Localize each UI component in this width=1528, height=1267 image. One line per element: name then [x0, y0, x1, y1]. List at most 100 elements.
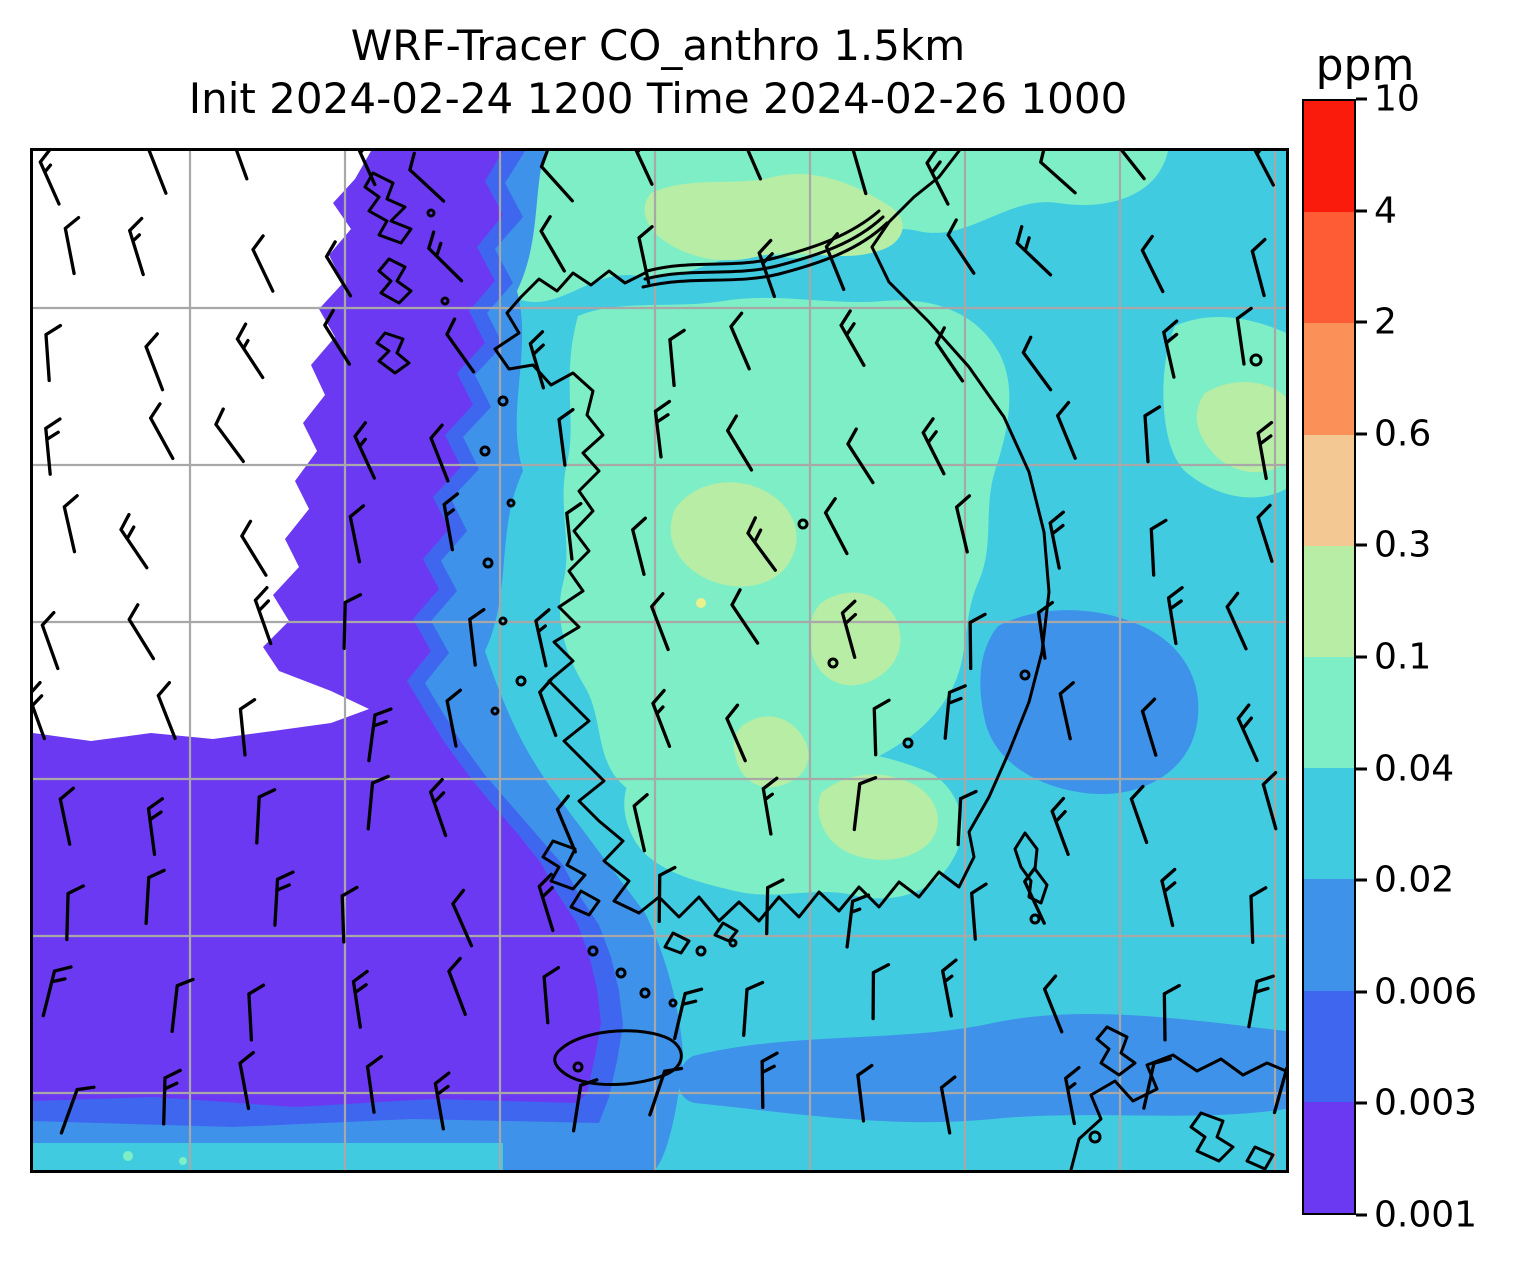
wind-barb [637, 225, 654, 285]
colorbar-tick-mark [1356, 1101, 1367, 1105]
colorbar [1302, 99, 1356, 1215]
wind-barb [33, 680, 46, 741]
wind-barb [668, 328, 686, 388]
wind-barb [1250, 237, 1267, 298]
island-nk-west-2 [377, 257, 413, 305]
wind-barb [851, 151, 868, 196]
wind-barb [353, 421, 376, 480]
island-dot [506, 498, 516, 508]
island-dot [827, 657, 839, 669]
wind-barb [941, 958, 958, 1018]
wind-barb [468, 607, 486, 667]
wind-barb [351, 969, 369, 1029]
island-dot [497, 395, 509, 407]
wind-barb [673, 987, 704, 1041]
wind-barb [970, 882, 988, 941]
wind-barb [323, 308, 352, 366]
wind-barb [539, 215, 566, 273]
fill-lightblue-bottom-band [678, 1013, 1286, 1123]
wind-barb [1056, 400, 1077, 460]
wind-barb [229, 151, 249, 181]
chart-title: WRF-Tracer CO_anthro 1.5km Init 2024-02-… [0, 20, 1316, 125]
wind-barb [939, 1075, 957, 1135]
wind-barb [44, 417, 62, 476]
border-line-2 [643, 215, 885, 281]
wind-barb [1162, 983, 1181, 1042]
wind-barb [1249, 886, 1268, 944]
colorbar-segment-3 [1304, 434, 1354, 546]
colorbar-tick-mark [1356, 1213, 1367, 1217]
wind-barb [651, 688, 672, 748]
wind-barb [148, 402, 175, 461]
wind-barb [1039, 151, 1077, 195]
fill-green-right-edge [1196, 381, 1286, 473]
wind-barb [1058, 681, 1075, 741]
colorbar-segment-5 [1304, 657, 1354, 769]
wind-barb [648, 1066, 684, 1117]
wind-barb [1162, 319, 1179, 379]
wind-barb [921, 417, 946, 476]
wind-barb [956, 789, 978, 847]
fill-aqua-speck-2 [179, 1157, 187, 1165]
wind-barb [340, 885, 359, 944]
wind-barb [240, 519, 268, 577]
wind-barb [1235, 306, 1253, 366]
colorbar-tick-mark [1356, 655, 1367, 659]
island-dot [1019, 669, 1031, 681]
colorbar-tick-label: 0.6 [1374, 413, 1432, 455]
colorbar-segment-1 [1304, 212, 1354, 324]
wind-barb [725, 703, 747, 763]
wind-barb [427, 230, 464, 283]
island-dot [572, 1061, 584, 1073]
colorbar-tick-mark [1356, 97, 1367, 101]
island-dot [440, 296, 450, 306]
wind-barb [528, 330, 546, 390]
wind-barb [746, 516, 777, 572]
island-dot [639, 987, 651, 999]
colorbar-segment-4 [1304, 545, 1354, 658]
wind-barb [447, 956, 467, 1016]
island-dot [1029, 913, 1041, 925]
wind-barb [144, 332, 165, 392]
wind-barb [1160, 867, 1177, 928]
island-sw-2 [569, 889, 601, 917]
co-concentration-map [33, 151, 1286, 1170]
island-dot [1249, 353, 1263, 367]
wind-barb [757, 238, 777, 299]
wind-barb [156, 680, 177, 741]
wind-barb [846, 427, 875, 485]
wind-barb [119, 512, 149, 570]
colorbar-tick-mark [1356, 209, 1367, 213]
wind-barb [946, 218, 976, 275]
wind-barb [41, 965, 73, 1018]
wind-barb [871, 963, 891, 1021]
colorbar-segment-0 [1304, 101, 1354, 213]
island-dot [479, 445, 491, 457]
colorbar-tick-label: 0.001 [1374, 1194, 1478, 1236]
wind-barb [253, 586, 273, 646]
wind-barb [726, 414, 754, 472]
wind-barb [428, 777, 448, 838]
map-panel [30, 148, 1289, 1173]
wind-barb [1113, 151, 1146, 181]
island-dot [515, 675, 527, 687]
wind-barb [235, 322, 265, 380]
wind-barb [147, 151, 168, 195]
wind-barb [765, 878, 785, 936]
wind-barb [162, 1068, 182, 1126]
fill-hotspot [696, 598, 706, 608]
colorbar-tick-label: 0.1 [1374, 636, 1432, 678]
wind-barb [433, 1071, 451, 1131]
wind-barb [872, 698, 891, 757]
wind-barb [238, 698, 257, 757]
wind-barb [1250, 151, 1275, 187]
wind-barb [840, 599, 858, 659]
colorbar-tick-label: 0.04 [1374, 748, 1455, 790]
colorbar-tick-mark [1356, 320, 1367, 324]
wind-barb [729, 311, 751, 371]
wind-barb [1247, 974, 1275, 1029]
colorbar-tick-label: 2 [1374, 301, 1397, 343]
island-dot [490, 706, 500, 716]
wind-barb [445, 317, 476, 374]
fill-green-south-coast [818, 774, 938, 860]
